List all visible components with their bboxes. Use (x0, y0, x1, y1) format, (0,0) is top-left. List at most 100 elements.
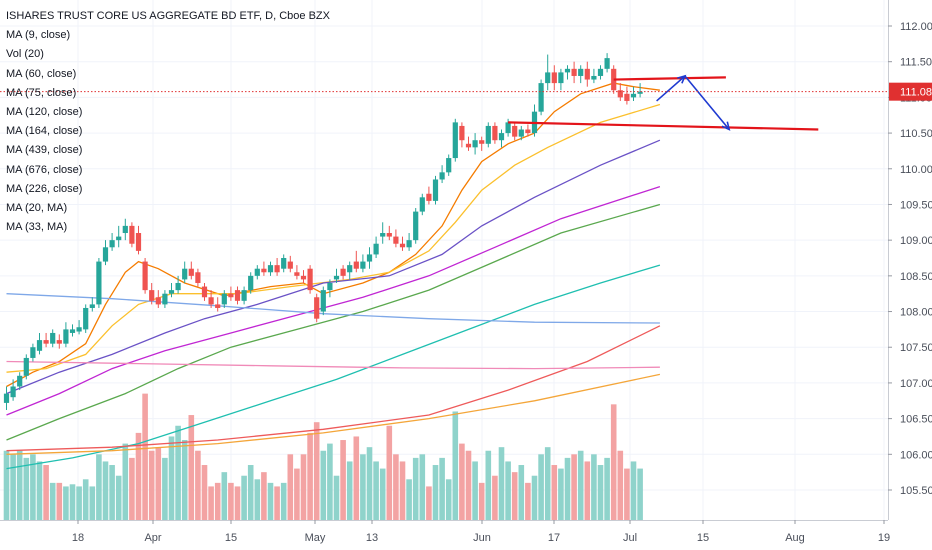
candle-body (102, 247, 109, 262)
volume-bar (610, 404, 617, 520)
volume-bars (3, 393, 643, 520)
candle-body (83, 307, 89, 330)
candle-body (597, 68, 604, 76)
indicator-label[interactable]: MA (120, close) (6, 106, 83, 119)
moving-average-line (6, 139, 661, 395)
time-tick-label: Jul (623, 532, 637, 544)
volume-bar (287, 454, 294, 520)
candle-body (175, 282, 181, 291)
last-price-badge (889, 82, 932, 101)
candle-body (56, 340, 62, 344)
indicator-label[interactable]: MA (60, close) (6, 67, 77, 80)
candle-body (149, 290, 155, 301)
volume-bar (30, 454, 36, 520)
volume-bar (564, 457, 571, 520)
candle-body (518, 129, 524, 137)
candle-body (472, 140, 478, 148)
candle-body (564, 68, 571, 73)
resistance-line (613, 76, 726, 81)
volume-bar (366, 447, 373, 520)
candle-body (10, 386, 16, 398)
candle-body (498, 133, 505, 141)
time-tick-label: Jun (473, 532, 491, 544)
candle-body (208, 297, 214, 305)
candle-body (333, 275, 340, 280)
candle-body (241, 290, 247, 301)
candle-body (274, 265, 280, 273)
volume-bar (551, 465, 558, 520)
volume-bar (49, 482, 56, 520)
volume-bar (412, 457, 419, 520)
candle-body (320, 290, 326, 312)
price-tick-label: 111.50 (900, 57, 932, 69)
indicator-label[interactable]: MA (676, close) (6, 163, 83, 176)
time-tick-label: 17 (548, 532, 560, 544)
volume-bar (360, 454, 366, 520)
grid-lines (0, 0, 888, 520)
indicator-label[interactable]: MA (20, MA) (6, 202, 68, 215)
candle-body (419, 197, 425, 212)
price-tick-label: 108.00 (900, 307, 932, 319)
time-axis[interactable]: 18 Apr 15 May 13 Jun 17 Jul 15 Aug 19 (0, 520, 890, 544)
indicator-label[interactable]: MA (75, close) (6, 86, 77, 99)
candle-body (168, 290, 175, 294)
volume-bar (175, 425, 181, 520)
volume-bar (3, 450, 10, 520)
indicator-label[interactable]: Vol (20) (6, 48, 44, 61)
candle-body (591, 75, 597, 80)
moving-average-line (6, 103, 661, 373)
projection-arrow (656, 74, 730, 131)
candle-body (465, 143, 472, 148)
moving-average-line (6, 203, 661, 441)
indicator-label[interactable]: MA (33, MA) (6, 221, 68, 234)
volume-bar (89, 486, 96, 520)
candle-body (23, 357, 29, 376)
indicator-label[interactable]: MA (226, close) (6, 182, 83, 195)
candle-body (281, 258, 287, 269)
volume-bar (234, 486, 241, 520)
volume-bar (76, 486, 82, 520)
volume-bar (604, 457, 610, 520)
volume-bar (624, 468, 630, 520)
volume-bar (280, 482, 287, 520)
volume-bar (36, 461, 43, 520)
price-axis[interactable]: 105.50 106.00 106.50 107.00 107.50 108.00 108.… (888, 0, 932, 520)
candle-body (485, 125, 491, 144)
volume-bar (201, 465, 208, 520)
price-tick-label: 105.50 (900, 485, 932, 497)
indicator-label[interactable]: MA (9, close) (6, 29, 71, 42)
drawing-annotations (508, 74, 819, 131)
volume-bar (432, 465, 439, 520)
candle-body (50, 332, 56, 344)
volume-bar (472, 461, 478, 520)
chart-legend: ISHARES TRUST CORE US AGGREGATE BD ETF, … (6, 7, 330, 237)
candle-body (386, 233, 392, 237)
candle-body (571, 68, 577, 76)
volume-bar (379, 468, 386, 520)
volume-bar (148, 450, 155, 520)
indicator-label[interactable]: MA (439, close) (6, 144, 83, 157)
candle-body (492, 125, 498, 141)
candle-body (267, 265, 274, 273)
volume-bar (307, 432, 313, 520)
volume-bar (221, 472, 228, 520)
candle-body (624, 93, 630, 101)
volume-bar (333, 475, 340, 520)
moving-average-line (6, 373, 661, 455)
time-tick-label: 15 (225, 532, 237, 544)
volume-bar (300, 454, 307, 520)
volume-bar (168, 436, 175, 520)
candle-body (36, 340, 43, 351)
candle-body (254, 268, 260, 276)
chart-title: ISHARES TRUST CORE US AGGREGATE BD ETF, … (6, 10, 330, 22)
candle-body (373, 243, 379, 255)
volume-bar (43, 465, 49, 520)
volume-bar (142, 393, 148, 520)
candle-body (43, 340, 49, 344)
indicator-label[interactable]: MA (164, close) (6, 125, 83, 138)
candle-body (248, 275, 254, 291)
candle-body (340, 268, 346, 276)
candle-body (426, 193, 432, 201)
candle-body (578, 68, 584, 76)
